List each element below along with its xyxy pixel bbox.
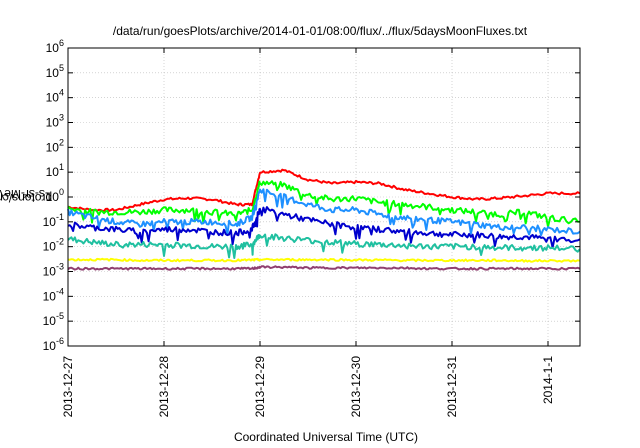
y-tick-label: 10-1 — [43, 212, 64, 229]
x-tick-label: 2013-12-28 — [157, 356, 171, 418]
series-line-4 — [67, 233, 581, 259]
y-tick-label: 106 — [46, 38, 64, 55]
axis-layer — [67, 47, 581, 347]
y-tick-label: 10-2 — [43, 237, 64, 254]
series-line-0 — [67, 168, 581, 213]
series-line-1 — [67, 180, 581, 228]
series-line-3 — [67, 206, 581, 249]
series-line-5 — [67, 257, 581, 263]
y-tick-label: 10-3 — [43, 262, 64, 279]
y-tick-label: 10-5 — [43, 311, 64, 328]
x-tick-label: 2013-12-27 — [61, 356, 75, 418]
y-tick-label: 103 — [46, 113, 64, 130]
y-tick-label: 10-6 — [43, 336, 64, 353]
series-layer — [67, 168, 581, 271]
x-tick-label: 2013-12-30 — [349, 356, 363, 418]
plot-frame — [67, 47, 581, 347]
y-tick-label: 104 — [46, 88, 64, 105]
x-tick-labels: 2013-12-27 2013-12-28 2013-12-29 2013-12-30… — [61, 356, 555, 418]
y-tick-label: 10-4 — [43, 286, 64, 303]
y-tick-label: 102 — [46, 137, 64, 154]
y-tick-label: 105 — [46, 63, 64, 80]
series-line-2 — [67, 188, 581, 237]
x-axis-label: Coordinated Universal Time (UTC) — [233, 430, 419, 444]
series-line-6 — [67, 265, 581, 271]
y-tick-label: 101 — [46, 162, 64, 179]
x-tick-label: 2013-12-31 — [445, 356, 459, 418]
y-tick-labels: 10-6 10-5 10-4 10-3 10-2 10-1 100 101 102 103 104 1… — [43, 38, 64, 353]
chart-title: /data/run/goesPlots/archive/2014-01-01/0… — [112, 24, 528, 38]
x-tick-label: 2014-1-1 — [541, 356, 555, 404]
x-tick-label: 2013-12-29 — [253, 356, 267, 418]
y-tick-label: 100 — [46, 187, 64, 204]
